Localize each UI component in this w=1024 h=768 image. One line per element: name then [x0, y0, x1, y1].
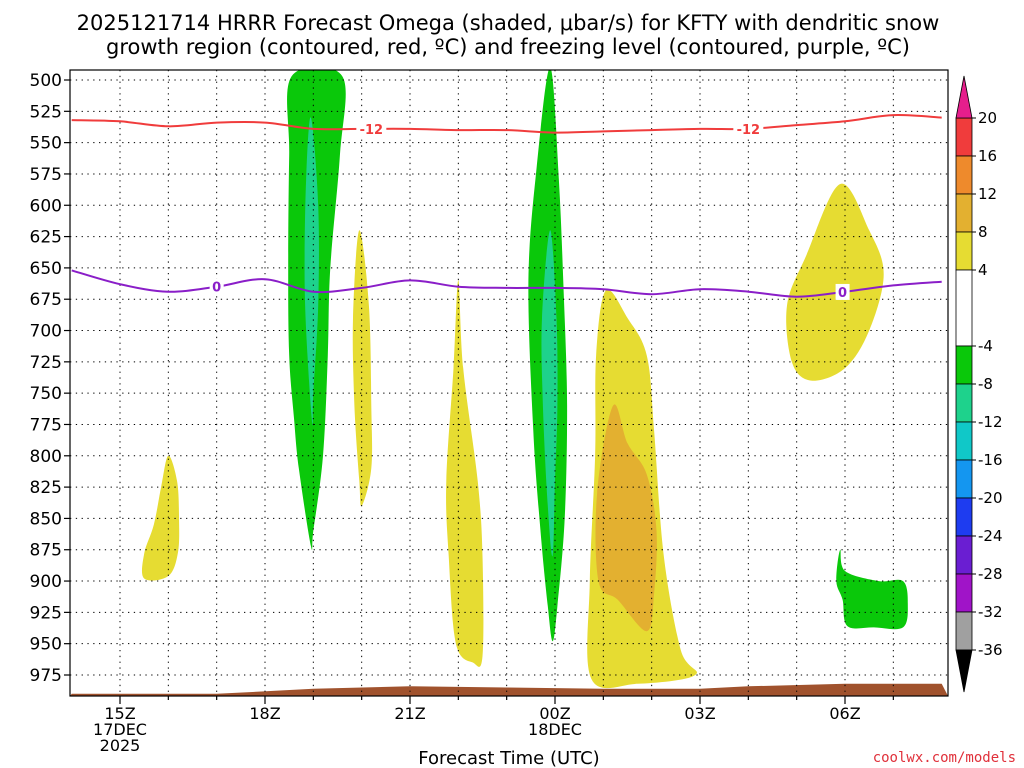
ytick-label-550: 550 [30, 134, 62, 154]
colorbar-bin--16-to--12 [955, 421, 973, 461]
ytick-label-775: 775 [30, 415, 62, 435]
colorbar-bin--36-to--32 [955, 611, 973, 651]
colorbar-tick-label--20: -20 [978, 489, 1003, 507]
ytick-label-825: 825 [30, 478, 62, 498]
ytick-label-850: 850 [30, 509, 62, 529]
colorbar-bin--28-to--24 [955, 535, 973, 575]
downward-cell-05z [786, 183, 884, 381]
ytick-label-675: 675 [30, 290, 62, 310]
colorbar: 20 16 12 8 4 -4 -8 -12 -16 -20 -24 -28 -32 -36 [955, 75, 1003, 693]
dgz-minus12-line [71, 113, 942, 134]
xtick-label-15-l2: 17DEC [93, 720, 147, 739]
colorbar-tick-label-12: 12 [978, 185, 997, 203]
colorbar-tick-label--4: -4 [978, 337, 993, 355]
colorbar-bin--4-to-4 [955, 269, 973, 347]
chart-title-line-2: growth region (contoured, red, ºC) and f… [106, 35, 910, 59]
colorbar-bin-8-to-12 [955, 193, 973, 233]
xtick-label-15-l1: 15Z [104, 704, 135, 723]
x-axis-label: Forecast Time (UTC) [418, 748, 599, 768]
colorbar-tick-label-8: 8 [978, 223, 988, 241]
ytick-label-925: 925 [30, 603, 62, 623]
colorbar-tick-label--24: -24 [978, 527, 1003, 545]
dgz-minus12-label-bg-0 [356, 120, 387, 137]
dgz-minus12-label-bg-1 [733, 120, 764, 137]
xtick-label-24-l2: 18DEC [528, 720, 582, 739]
terrain-fill [70, 683, 948, 696]
colorbar-tick-label-4: 4 [978, 261, 988, 279]
downward-cell-16z [141, 455, 180, 581]
colorbar-bin--20-to--16 [955, 459, 973, 499]
ytick-label-525: 525 [30, 102, 62, 122]
ytick-label-650: 650 [30, 259, 62, 279]
colorbar-tick-label--28: -28 [978, 565, 1003, 583]
plot-frame [69, 69, 949, 697]
isotherm-contours: -12 -12 0 0 [71, 113, 942, 301]
colorbar-tick-label--32: -32 [978, 603, 1003, 621]
terrain-layer [70, 683, 948, 696]
colorbar-under-arrow [955, 649, 973, 693]
freezing-level-0-label-0: 0 [212, 281, 221, 296]
ytick-label-600: 600 [30, 196, 62, 216]
ytick-label-875: 875 [30, 541, 62, 561]
colorbar-bin--8-to--4 [955, 345, 973, 385]
dgz-minus12-label-1: -12 [737, 123, 761, 138]
chart-title-line-1: 2025121714 HRRR Forecast Omega (shaded, … [77, 11, 940, 35]
xtick-label-30-l1: 06Z [829, 704, 860, 723]
upward-cell-06z [836, 549, 908, 630]
ytick-label-800: 800 [30, 447, 62, 467]
colorbar-bin-12-to-16 [955, 155, 973, 195]
ytick-label-750: 750 [30, 384, 62, 404]
colorbar-over-arrow [955, 75, 973, 119]
y-axis-ticks: 500 525 550 575 600 625 650 675 700 725 750 775 800 8… [30, 71, 70, 686]
ytick-label-500: 500 [30, 71, 62, 91]
ytick-label-625: 625 [30, 228, 62, 248]
ytick-label-575: 575 [30, 165, 62, 185]
colorbar-bin--12-to--8 [955, 383, 973, 423]
colorbar-tick-label-20: 20 [978, 109, 997, 127]
downward-cell-22z [446, 280, 484, 667]
xtick-label-21-l1: 21Z [394, 704, 425, 723]
downward-cell-01z-core [595, 404, 657, 632]
credit-text: coolwx.com/models [873, 750, 1016, 766]
dotted-gridlines [70, 70, 948, 696]
ytick-label-900: 900 [30, 572, 62, 592]
ytick-label-725: 725 [30, 353, 62, 373]
colorbar-bin-16-to-20 [955, 117, 973, 157]
colorbar-tick-label--36: -36 [978, 641, 1003, 659]
ytick-label-975: 975 [30, 666, 62, 686]
ytick-label-700: 700 [30, 322, 62, 342]
omega-shading [141, 70, 908, 689]
ytick-label-950: 950 [30, 635, 62, 655]
upward-cell-18z-core [304, 117, 319, 426]
colorbar-bin-4-to-8 [955, 231, 973, 271]
colorbar-tick-label--12: -12 [978, 413, 1003, 431]
xtick-label-24-l1: 00Z [539, 704, 570, 723]
colorbar-tick-label--8: -8 [978, 375, 993, 393]
colorbar-tick-label-16: 16 [978, 147, 997, 165]
colorbar-tick-label--16: -16 [978, 451, 1003, 469]
dgz-minus12-label-0: -12 [360, 123, 384, 138]
freezing-level-0-label-1: 0 [838, 286, 847, 301]
freezing-level-0-label-bg-0 [209, 278, 224, 295]
xtick-label-27-l1: 03Z [684, 704, 715, 723]
freezing-level-0-label-bg-1 [835, 283, 850, 300]
downward-cell-20z [352, 230, 373, 507]
xtick-label-18-l1: 18Z [249, 704, 280, 723]
upward-cell-00z-core [541, 230, 558, 557]
xtick-label-15-l3: 2025 [100, 736, 141, 755]
colorbar-bin--24-to--20 [955, 497, 973, 537]
colorbar-bin--32-to--28 [955, 573, 973, 613]
